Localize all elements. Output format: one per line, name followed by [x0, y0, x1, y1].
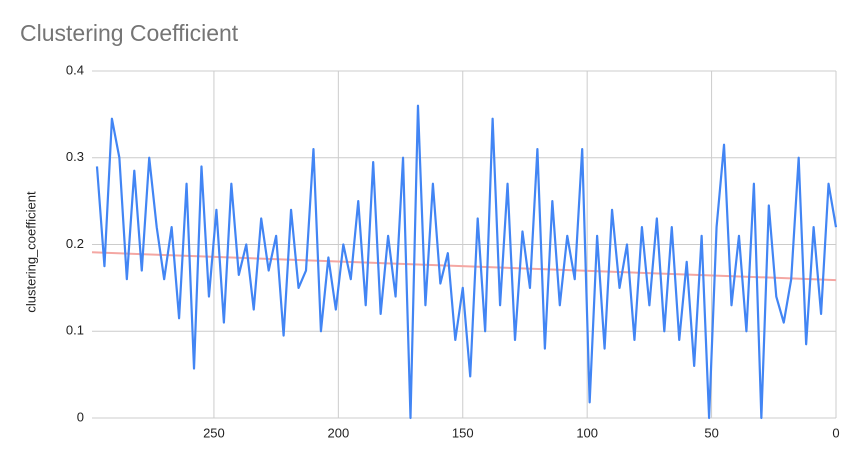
y-tick-label: 0.2	[66, 236, 84, 251]
x-tick-label: 0	[832, 425, 839, 440]
x-tick-label: 100	[576, 425, 598, 440]
x-tick-label: 200	[327, 425, 349, 440]
trendline	[91, 251, 837, 282]
y-axis-label: clustering_coefficient	[23, 191, 38, 313]
y-tick-label: 0	[77, 409, 84, 424]
y-tick-label: 0.1	[66, 323, 84, 338]
y-tick-label: 0.3	[66, 149, 84, 164]
x-tick-label: 250	[203, 425, 225, 440]
y-tick-label: 0.4	[66, 62, 84, 77]
x-tick-label: 50	[704, 425, 718, 440]
data-line	[95, 104, 838, 420]
x-tick-label: 150	[452, 425, 474, 440]
chart-title: Clustering Coefficient	[20, 20, 239, 46]
